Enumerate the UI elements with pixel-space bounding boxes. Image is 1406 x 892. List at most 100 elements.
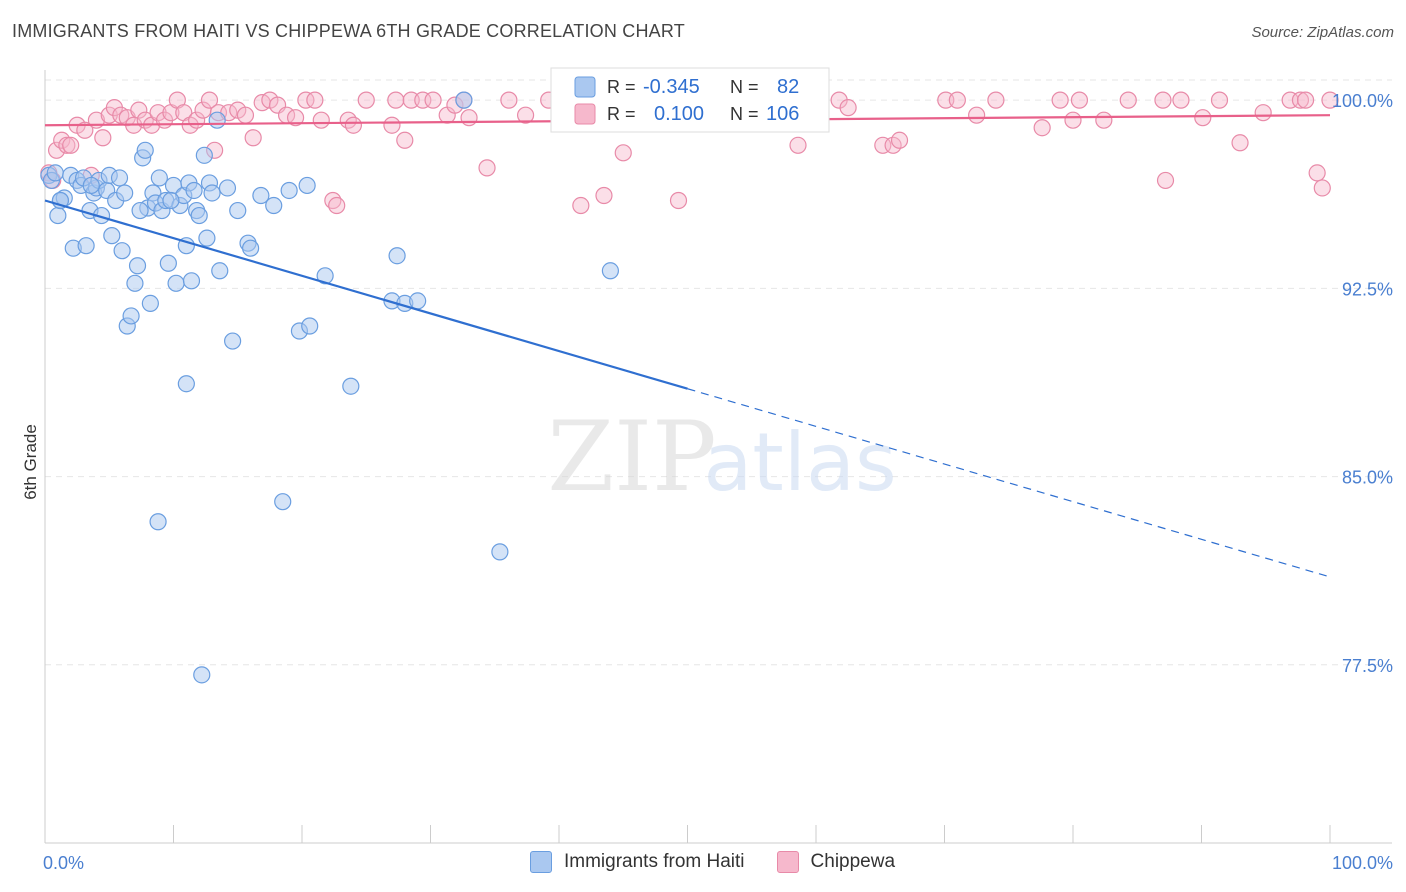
stats-r-label-2: R =	[607, 104, 636, 124]
chippewa-point	[1033, 119, 1051, 137]
haiti-point	[141, 294, 159, 313]
chippewa-point	[424, 91, 442, 109]
haiti-point	[159, 254, 177, 272]
y-tick-label: 85.0%	[1342, 468, 1393, 488]
haiti-point	[162, 191, 180, 210]
chippewa-point	[968, 106, 986, 124]
chippewa-point	[500, 91, 518, 109]
haiti-point	[116, 184, 134, 202]
y-tick-label: 100.0%	[1332, 91, 1393, 111]
chippewa-point	[595, 186, 613, 205]
legend-swatch-chippewa	[776, 851, 799, 873]
chippewa-point	[53, 131, 71, 149]
haiti-point	[211, 262, 229, 280]
haiti-point	[298, 176, 316, 195]
chippewa-point	[890, 131, 909, 149]
haiti-point	[77, 237, 95, 255]
stats-box: R = -0.345 N = 82 R = 0.100 N = 106	[550, 67, 830, 133]
y-axis-label: 6th Grade	[21, 424, 40, 500]
stats-n-value-1: 82	[777, 76, 799, 98]
stats-n-value-2: 106	[766, 103, 799, 125]
haiti-point	[388, 247, 406, 265]
haiti-point	[280, 181, 298, 200]
stats-n-label-2: N =	[730, 104, 759, 124]
chippewa-point	[76, 121, 94, 139]
haiti-point	[218, 179, 237, 197]
y-tick-label: 92.5%	[1342, 279, 1393, 299]
haiti-point	[82, 176, 100, 195]
haiti-point	[182, 272, 201, 290]
haiti-point	[46, 164, 64, 182]
haiti-point	[242, 239, 260, 257]
haiti-point	[224, 332, 242, 350]
haiti-point	[185, 181, 203, 200]
chippewa-point	[396, 131, 414, 149]
haiti-point	[342, 377, 360, 395]
legend-item-haiti: Immigrants from Haiti	[530, 851, 745, 873]
chippewa-point	[1291, 91, 1310, 109]
legend-label-haiti: Immigrants from Haiti	[564, 851, 745, 872]
haiti-point	[301, 317, 319, 335]
chippewa-point	[1308, 164, 1326, 182]
chippewa-point	[1172, 91, 1190, 109]
chippewa-point	[987, 91, 1005, 109]
chippewa-point	[1194, 109, 1212, 127]
chippewa-point	[948, 91, 966, 109]
chippewa-point	[236, 106, 255, 124]
legend-label-chippewa: Chippewa	[810, 851, 896, 872]
axes	[44, 70, 1392, 844]
haiti-point	[190, 206, 208, 225]
chart-title: IMMIGRANTS FROM HAITI VS CHIPPEWA 6TH GR…	[12, 21, 685, 41]
haiti-point	[126, 274, 144, 292]
haiti-point	[113, 242, 131, 260]
chippewa-point	[1210, 91, 1229, 109]
chippewa-point	[58, 136, 76, 154]
haiti-point	[455, 91, 473, 109]
chippewa-point	[328, 196, 346, 215]
source-credit: Source: ZipAtlas.com	[1251, 24, 1394, 41]
gridlines	[45, 79, 1392, 666]
chippewa-point	[62, 136, 80, 154]
chippewa-point	[286, 109, 305, 127]
haiti-point	[103, 227, 121, 245]
haiti-point	[110, 169, 129, 187]
haiti-point	[265, 196, 283, 215]
chippewa-point	[244, 129, 262, 147]
haiti-points	[40, 91, 620, 684]
chippewa-point	[312, 111, 330, 129]
x-tick-label: 100.0%	[1332, 853, 1393, 873]
stats-swatch-haiti	[574, 76, 596, 98]
chippewa-point	[297, 91, 315, 109]
haiti-point	[198, 229, 216, 247]
haiti-point	[122, 307, 140, 325]
chippewa-point	[1064, 111, 1082, 129]
stats-r-value-2: 0.100	[654, 103, 704, 125]
stats-r-label-1: R =	[607, 77, 636, 97]
chippewa-point	[344, 116, 362, 134]
haiti-point	[149, 513, 167, 531]
chippewa-point	[1070, 91, 1089, 109]
haiti-point	[229, 201, 247, 220]
haiti-point	[128, 257, 147, 275]
x-tick-label: 0.0%	[43, 853, 84, 873]
haiti-point	[409, 292, 427, 310]
chippewa-point	[1156, 171, 1175, 190]
haiti-point	[274, 493, 292, 511]
chippewa-point	[516, 106, 535, 124]
watermark-zip: ZIP	[547, 401, 716, 513]
chippewa-point	[1095, 111, 1113, 129]
chippewa-point	[460, 109, 478, 127]
chippewa-point	[1254, 104, 1272, 122]
haiti-point	[195, 146, 213, 164]
watermark-atlas: atlas	[703, 416, 896, 509]
chippewa-point	[200, 91, 219, 109]
chippewa-point	[1154, 91, 1172, 109]
legend-swatch-haiti	[530, 851, 552, 873]
chippewa-point	[339, 111, 357, 129]
chippewa-point	[478, 159, 496, 177]
haiti-point	[203, 184, 221, 202]
haiti-point	[491, 543, 509, 561]
haiti-point	[167, 274, 185, 292]
chippewa-point	[1231, 134, 1249, 152]
